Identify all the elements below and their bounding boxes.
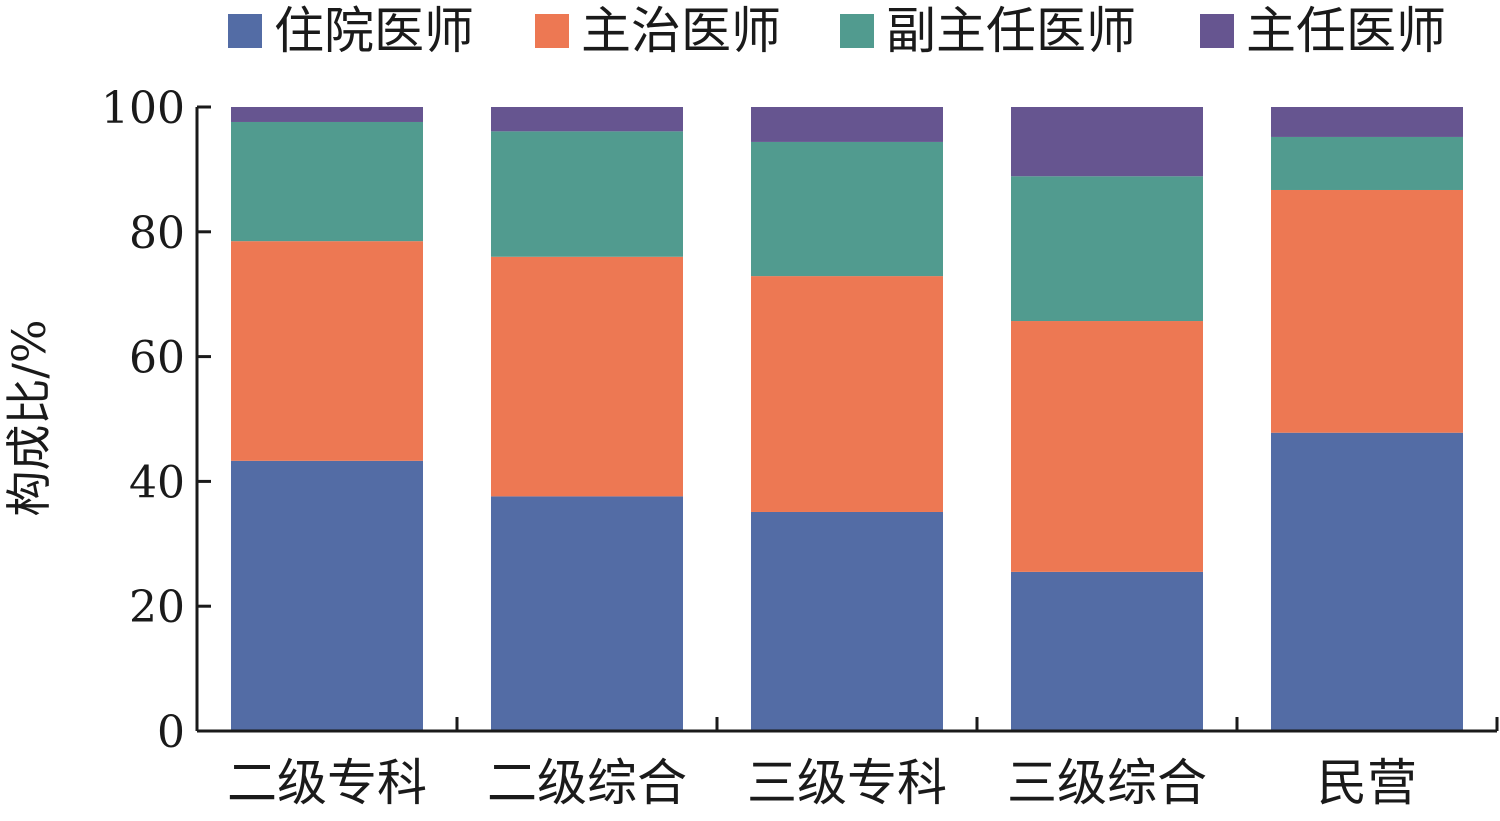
x-tick-label: 三级专科 [747,754,947,812]
legend-label-1: 住院医师 [274,2,474,60]
legend-swatch-2 [535,14,569,48]
bar-segment-5-3 [1271,136,1463,190]
y-tick-label: 80 [129,208,185,259]
bar-segment-2-4 [491,107,683,132]
y-tick-label: 60 [129,333,185,384]
y-tick-label: 0 [157,707,185,758]
bar-segment-3-1 [751,511,943,731]
bar-segment-5-4 [1271,107,1463,137]
x-tick-label: 三级综合 [1007,754,1207,812]
legend-swatch-1 [228,14,262,48]
bar-segment-3-3 [751,141,943,277]
bar-segment-5-1 [1271,432,1463,731]
y-ticks-group: 0 20 40 60 80 100 [101,83,211,758]
bar-segment-3-4 [751,107,943,142]
x-tick-label: 二级专科 [227,754,427,812]
bar-segment-3-2 [751,276,943,512]
legend-label-2: 主治医师 [581,2,781,60]
bar-segment-4-3 [1011,176,1203,322]
bar-segment-4-2 [1011,321,1203,572]
y-tick-label: 40 [129,457,185,508]
x-ticks-group: 二级专科 二级综合 三级专科 三级综合 民营 [227,717,1499,812]
legend: 住院医师 主治医师 副主任医师 主任医师 [228,2,1446,60]
bar-segment-1-1 [231,460,423,731]
axes-group [195,107,1497,733]
legend-swatch-3 [840,14,874,48]
bars-group [231,107,1463,731]
bar-segment-2-3 [491,131,683,257]
y-axis-label: 构成比/% [2,319,56,516]
legend-label-3: 副主任医师 [886,2,1136,60]
legend-swatch-4 [1200,14,1234,48]
bar-segment-4-4 [1011,107,1203,177]
bar-segment-1-3 [231,121,423,242]
y-tick-label: 100 [101,83,185,134]
bar-segment-2-2 [491,256,683,497]
bar-segment-5-2 [1271,189,1463,433]
bar-segment-1-4 [231,107,423,122]
bar-segment-2-1 [491,496,683,731]
y-tick-label: 20 [129,582,185,633]
x-tick-label: 二级综合 [487,754,687,812]
legend-label-4: 主任医师 [1246,2,1446,60]
bar-segment-1-2 [231,241,423,461]
bar-segment-4-1 [1011,571,1203,731]
x-tick-label: 民营 [1317,754,1417,812]
